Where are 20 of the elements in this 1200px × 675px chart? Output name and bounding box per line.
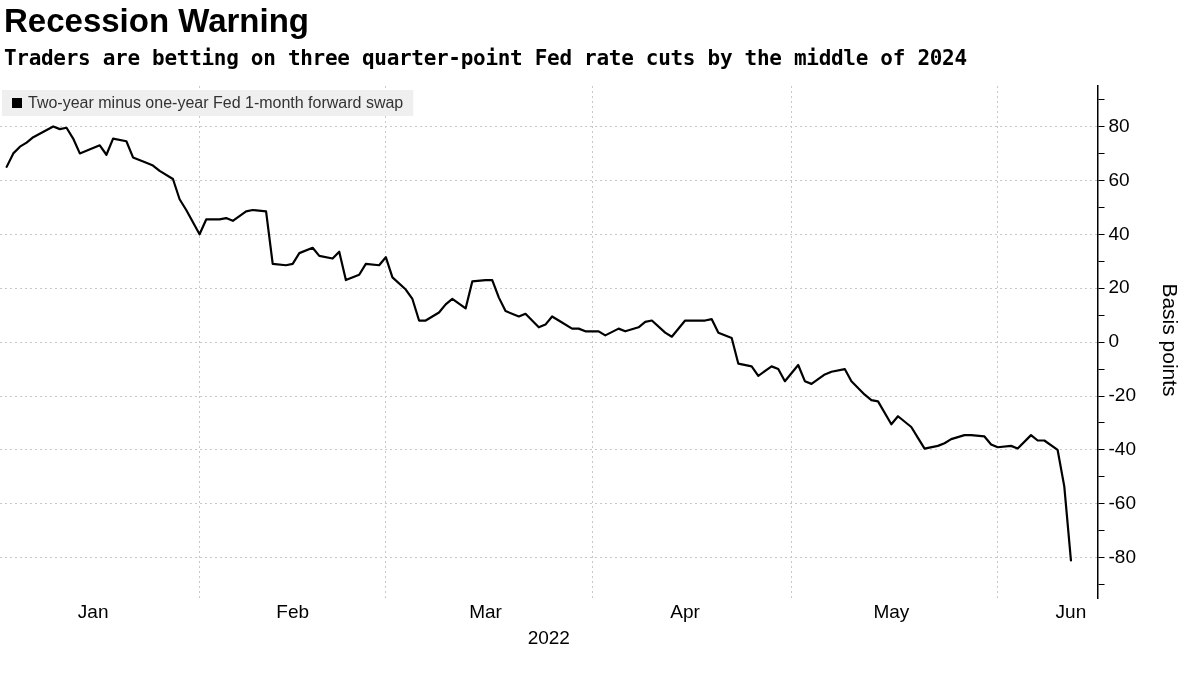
y-tick-label: 40 [1108,222,1130,244]
y-axis-title: Basis points [1158,283,1182,397]
y-tick-label: -20 [1108,384,1137,406]
x-axis-title: 2022 [527,626,570,648]
x-tick-label: Feb [276,600,310,622]
y-tick-label: 20 [1108,276,1130,298]
x-tick-label: Apr [670,600,701,622]
x-tick-label: May [873,600,910,622]
x-tick-label: Jan [77,600,109,622]
chart-subtitle: Traders are betting on three quarter-point Fed rate cuts by the middle of 2024 [4,46,967,70]
y-tick-label: 80 [1108,114,1130,136]
y-tick-label: -80 [1108,546,1137,567]
y-tick-label: 60 [1108,168,1130,190]
x-tick-label: Mar [469,600,503,622]
x-tick-label: Jun [1055,600,1087,622]
legend-label: Two-year minus one-year Fed 1-month forward swap [28,94,404,112]
chart-title: Recession Warning [4,2,310,40]
y-tick-label: 0 [1108,330,1120,352]
y-tick-label: -40 [1108,438,1137,460]
y-tick-label: -60 [1108,492,1137,514]
